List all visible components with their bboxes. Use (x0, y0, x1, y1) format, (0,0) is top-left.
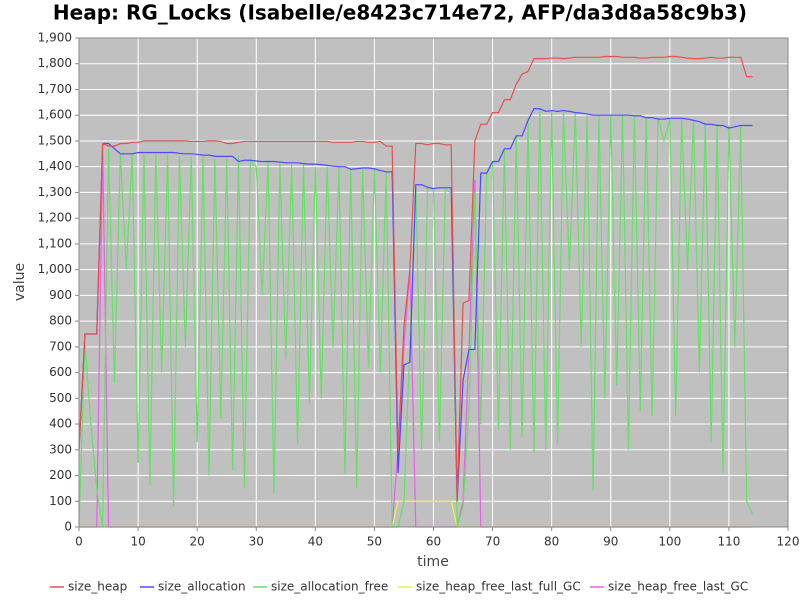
plot-border (78, 37, 789, 528)
y-tick-label: 800 (49, 314, 72, 328)
y-tick-label: 1,800 (38, 56, 72, 70)
x-tick-label: 0 (75, 535, 83, 549)
x-tick-label: 90 (603, 535, 618, 549)
x-tick-label: 40 (308, 535, 323, 549)
y-tick-label: 300 (49, 442, 72, 456)
y-tick-label: 1,900 (38, 31, 72, 45)
y-tick-label: 1,700 (38, 82, 72, 96)
chart-title: Heap: RG_Locks (Isabelle/e8423c714e72, A… (53, 1, 747, 25)
legend-label: size_heap_free_last_GC (608, 580, 748, 594)
legend-label: size_heap (68, 580, 127, 594)
y-tick-label: 100 (49, 494, 72, 508)
y-tick-label: 400 (49, 417, 72, 431)
legend-label: size_heap_free_last_full_GC (416, 580, 581, 594)
y-tick-label: 700 (49, 339, 72, 353)
x-tick-label: 60 (426, 535, 441, 549)
x-axis-label: time (417, 554, 449, 570)
x-tick-label: 10 (130, 535, 145, 549)
y-tick-label: 500 (49, 391, 72, 405)
x-tick-label: 80 (544, 535, 559, 549)
y-tick-label: 0 (64, 520, 72, 534)
y-tick-label: 1,300 (38, 185, 72, 199)
x-tick-label: 120 (777, 535, 800, 549)
series-line (78, 108, 753, 502)
y-tick-label: 1,500 (38, 133, 72, 147)
y-tick-label: 1,600 (38, 108, 72, 122)
y-axis-label: value (12, 263, 28, 301)
x-tick-label: 20 (190, 535, 205, 549)
y-tick-label: 1,000 (38, 262, 72, 276)
y-tick-label: 900 (49, 288, 72, 302)
x-tick-label: 100 (658, 535, 681, 549)
x-tick-label: 70 (485, 535, 500, 549)
y-tick-label: 1,200 (38, 211, 72, 225)
series-line (78, 55, 753, 502)
x-tick-label: 50 (367, 535, 382, 549)
y-tick-label: 1,400 (38, 159, 72, 173)
y-tick-label: 1,100 (38, 236, 72, 250)
y-tick-label: 600 (49, 365, 72, 379)
x-tick-label: 30 (249, 535, 264, 549)
legend-label: size_allocation_free (271, 580, 388, 594)
y-tick-label: 200 (49, 468, 72, 482)
legend-label: size_allocation (158, 580, 246, 594)
x-tick-label: 110 (717, 535, 740, 549)
